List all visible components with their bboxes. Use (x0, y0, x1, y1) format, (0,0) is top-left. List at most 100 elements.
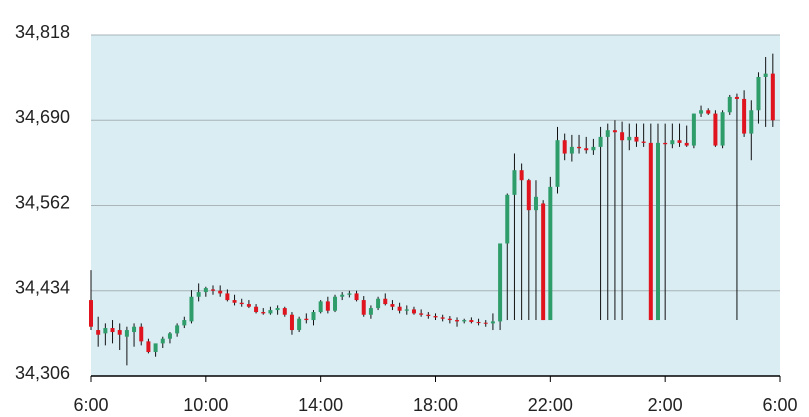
candle-body (124, 330, 129, 337)
candle-body (699, 110, 704, 114)
candle-body (167, 333, 172, 339)
candle-body (132, 326, 137, 333)
candle-body (390, 304, 395, 307)
candle-body (419, 313, 424, 315)
candle-body (368, 308, 373, 315)
candle-body (713, 113, 718, 146)
candle-body (440, 317, 445, 319)
candle-body (490, 321, 495, 324)
candle-body (641, 141, 646, 143)
candle-body (311, 312, 316, 321)
x-tick-label: 2:00 (648, 395, 683, 415)
candle-body (677, 140, 682, 143)
candle-body (404, 309, 409, 311)
candle-body (584, 148, 589, 151)
y-tick-label: 34,434 (15, 278, 70, 298)
candle-body (548, 186, 553, 321)
candle-body (591, 146, 596, 151)
candle-body (447, 318, 452, 321)
candle-body (655, 142, 660, 321)
candle-body (727, 96, 732, 113)
candle-body (110, 328, 115, 333)
candle-body (605, 130, 610, 137)
candle-body (770, 73, 775, 121)
candle-body (376, 298, 381, 309)
candle-body (627, 136, 632, 141)
candle-body (354, 293, 359, 301)
candle-body (742, 98, 747, 134)
candle-body (498, 243, 503, 322)
candle-body (634, 136, 639, 142)
candle-body (749, 110, 754, 134)
candle-body (196, 292, 201, 297)
candle-body (670, 140, 675, 145)
x-tick-label: 18:00 (413, 395, 458, 415)
y-tick-label: 34,818 (15, 22, 70, 42)
candle-body (397, 306, 402, 311)
candle-body (734, 96, 739, 99)
candle-body (340, 294, 345, 297)
candle-body (175, 325, 180, 334)
candle-body (462, 320, 467, 322)
y-tick-label: 34,306 (15, 363, 70, 383)
candle-body (117, 330, 122, 335)
candle-body (569, 146, 574, 154)
candle-body (254, 306, 259, 313)
x-tick-label: 6:00 (762, 395, 797, 415)
candle-body (203, 288, 208, 293)
x-tick-label: 6:00 (73, 395, 108, 415)
candle-body (512, 170, 517, 195)
candle-body (139, 326, 144, 342)
candle-body (103, 328, 108, 334)
candle-body (325, 301, 330, 311)
candle-body (426, 314, 431, 317)
candle-body (433, 316, 438, 318)
candle-body (483, 322, 488, 324)
candle-body (189, 296, 194, 322)
candle-body (612, 130, 617, 133)
candle-body (526, 180, 531, 211)
candle-body (146, 341, 151, 353)
candle-body (275, 308, 280, 311)
candle-body (663, 142, 668, 145)
candle-body (541, 203, 546, 321)
x-tick-label: 14:00 (298, 395, 343, 415)
candle-body (182, 320, 187, 326)
candle-body (347, 293, 352, 295)
candle-body (333, 296, 338, 311)
candle-body (383, 298, 388, 305)
x-tick-label: 22:00 (528, 395, 573, 415)
candle-body (304, 318, 309, 321)
candle-body (720, 112, 725, 146)
candle-body (89, 300, 93, 327)
x-tick-label: 10:00 (183, 395, 228, 415)
candle-body (211, 289, 216, 291)
candle-body (289, 314, 294, 331)
candle-body (562, 140, 567, 154)
candle-body (282, 308, 287, 315)
candle-body (505, 194, 510, 244)
candle-body (297, 318, 302, 331)
candle-body (476, 322, 481, 324)
candle-body (555, 140, 560, 187)
candle-body (533, 196, 538, 211)
candle-body (225, 293, 230, 301)
candle-body (706, 110, 711, 114)
candle-body (246, 304, 251, 307)
candle-body (598, 136, 603, 147)
candle-body (96, 330, 101, 335)
candle-body (519, 170, 524, 181)
candle-body (261, 312, 266, 314)
candle-body (756, 76, 761, 111)
candle-body (620, 132, 625, 141)
candle-body (318, 301, 323, 313)
candle-body (218, 290, 223, 294)
candle-body (361, 300, 366, 315)
candle-body (160, 338, 165, 344)
candle-body (763, 73, 768, 77)
candle-body (691, 113, 696, 146)
candle-body (232, 300, 237, 303)
candle-body (268, 310, 273, 314)
y-tick-label: 34,562 (15, 192, 70, 212)
